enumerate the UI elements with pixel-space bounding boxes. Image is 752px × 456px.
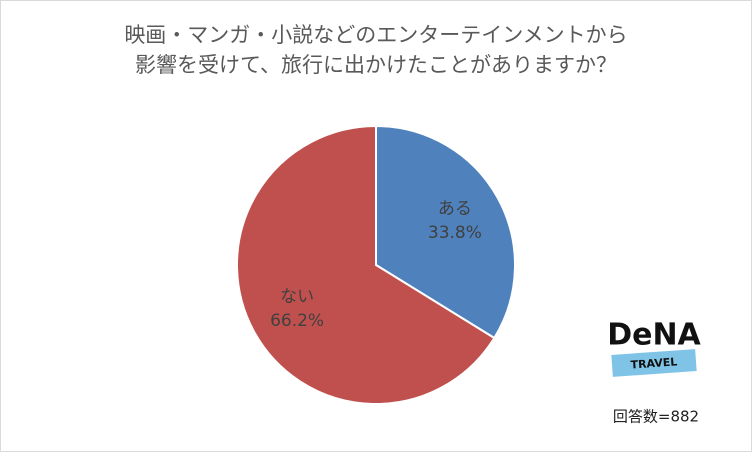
pie-slice [375,124,516,340]
slice-label: ない [280,287,314,307]
pie-slice [236,124,496,405]
value-label: 33.8% [428,223,482,243]
logo-name: DeNA [607,318,701,353]
logo-band [611,349,697,377]
chart-title: 映画・マンガ・小説などのエンターテインメントから [124,23,627,47]
logo-sub: TRAVEL [630,355,678,371]
value-label: 66.2% [270,311,324,331]
chart-title: 影響を受けて、旅行に出かけたことがありますか？ [135,53,617,77]
logo: DeNA TRAVEL [607,318,702,377]
annotation: 回答数=882 [613,408,699,426]
slice-label: ある [438,199,472,219]
